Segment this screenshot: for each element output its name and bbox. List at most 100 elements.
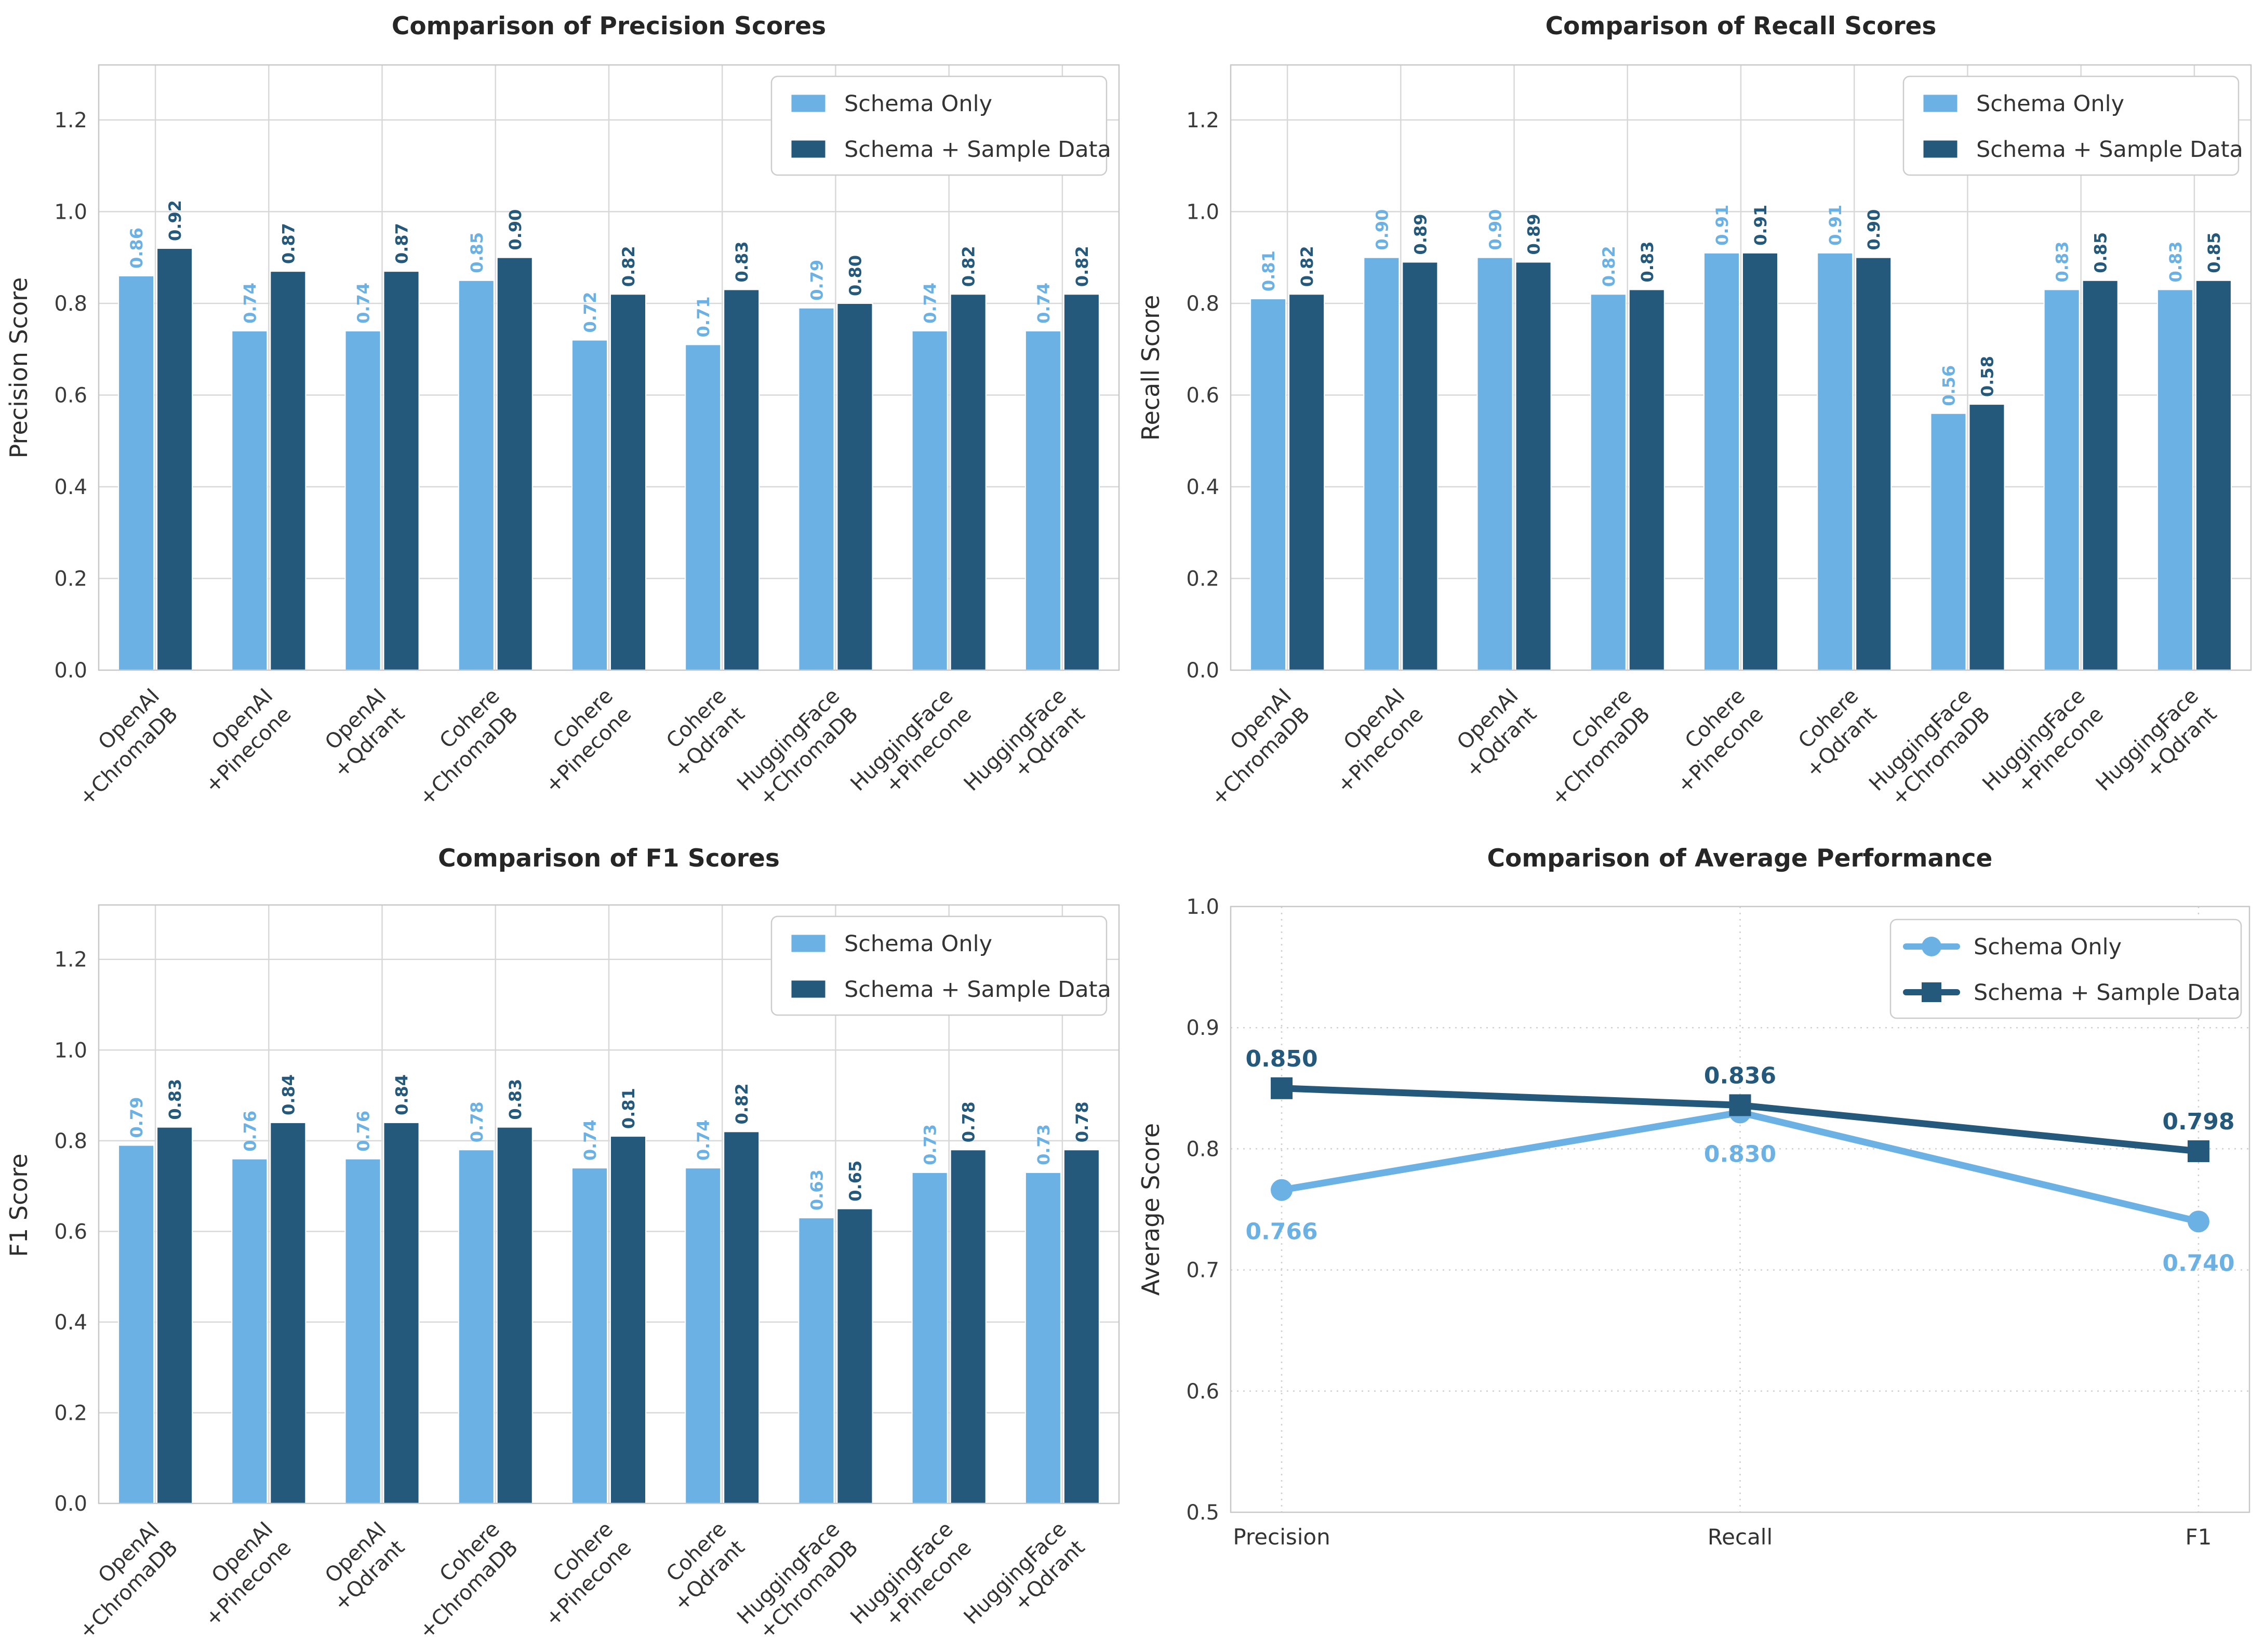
y-tick-label: 1.0 [54,200,87,224]
bar-value-label: 0.91 [1826,205,1845,246]
average-chart-body: 0.5 0.6 0.7 0.8 0.9 1.0 0.766 0.830 0.740 0.850 0.… [1186,895,2250,1550]
x-tick-label: Precision [1233,1524,1330,1550]
bar-value-label: 0.86 [127,228,147,269]
bar-schema-sample-6 [1968,404,2005,671]
x-tick-label: HuggingFace+Qdrant [960,1517,1090,1648]
y-tick-label: 0.8 [1186,1137,1219,1161]
subplot-average: Comparison of Average Performance Averag… [1132,826,2264,1652]
legend-marker-circle [1922,937,1941,956]
point-value-label: 0.740 [2162,1250,2234,1276]
x-tick-label: HuggingFace+ChromaDB [733,684,863,815]
bar-value-label: 0.82 [619,246,638,287]
bar-schema-sample-4 [1742,252,1778,671]
bar-value-label: 0.74 [240,283,260,324]
bar-schema-sample-7 [950,294,987,671]
point-value-label: 0.766 [1245,1219,1317,1245]
bar-schema-sample-2 [383,1122,420,1504]
legend-swatch [791,94,826,113]
bar-value-label: 0.74 [580,1120,600,1161]
marker-square [1729,1094,1751,1116]
bar-value-label: 0.83 [505,1079,525,1120]
subplot-f1: Comparison of F1 Scores F1 Score 0.0 0.2 0… [0,826,1132,1652]
bar-value-label: 0.87 [392,223,412,264]
plot-border [98,64,1120,671]
y-tick-label: 0.4 [1186,475,1219,499]
legend-marker-square [1922,982,1941,1002]
bar-schema-only-0 [118,275,155,671]
legend: Schema Only Schema + Sample Data [1902,75,2243,176]
marker-square [1271,1077,1293,1099]
x-tick-label: OpenAI+ChromaDB [56,684,183,811]
y-tick-label: 0.6 [54,383,87,407]
bar-value-label: 0.74 [694,1120,713,1161]
bar-value-label: 0.89 [1410,214,1430,255]
bar-value-label: 0.74 [921,283,940,324]
x-tick-label: HuggingFace+ChromaDB [1865,684,1995,815]
bar-schema-only-3 [1590,294,1627,671]
recall-y-axis-label: Recall Score [1137,295,1165,441]
y-tick-label: 0.2 [54,1401,87,1425]
bar-value-label: 0.87 [278,223,298,264]
bar-value-label: 0.79 [127,1097,147,1138]
bar-value-label: 0.91 [1712,205,1732,246]
x-tick-label: OpenAI+Qdrant [311,684,409,783]
bar-value-label: 0.78 [959,1101,979,1142]
marker-circle [1271,1179,1293,1201]
bar-value-label: 0.63 [807,1169,827,1210]
f1-y-axis-label: F1 Score [5,1153,33,1257]
subplot-precision: Comparison of Precision Scores Precision… [0,0,1132,826]
x-tick-label: F1 [2186,1524,2212,1550]
legend-label: Schema + Sample Data [1976,137,2243,163]
bar-value-label: 0.81 [619,1088,638,1129]
recall-chart: Comparison of Recall Scores Recall Score… [1137,12,2252,815]
bar-schema-only-6 [798,1217,835,1504]
legend-label: Schema Only [1976,91,2124,117]
average-performance-chart: Comparison of Average Performance Averag… [1137,844,2250,1550]
y-tick-label: 1.2 [54,109,87,132]
bar-value-label: 0.65 [845,1161,865,1202]
bar-value-label: 0.79 [807,260,827,301]
legend-swatch [1923,94,1958,113]
bar-schema-sample-0 [156,248,193,671]
bar-schema-only-5 [685,344,722,671]
point-value-label: 0.850 [1245,1046,1317,1072]
bar-value-label: 0.92 [165,200,185,241]
legend-box [770,915,1108,1016]
bar-schema-only-5 [685,1167,722,1504]
legend-label: Schema Only [844,91,992,117]
marker-circle [2187,1210,2209,1233]
y-tick-label: 0.6 [1186,1380,1219,1404]
x-tick-label: Cohere+Pinecone [1654,684,1768,798]
bar-value-label: 0.83 [165,1079,185,1120]
y-tick-label: 1.2 [54,948,87,972]
bar-value-label: 0.84 [278,1074,298,1115]
bar-value-label: 0.85 [2091,232,2111,273]
legend-box [770,75,1108,176]
bar-value-label: 0.71 [694,296,713,337]
bar-value-label: 0.76 [240,1111,260,1152]
bar-value-label: 0.74 [1034,283,1054,324]
bar-value-label: 0.72 [580,292,600,333]
bar-value-label: 0.74 [354,283,374,324]
legend: Schema Only Schema + Sample Data [770,75,1111,176]
bar-schema-only-8 [2156,289,2193,671]
bar-schema-only-7 [2043,289,2080,671]
bar-schema-only-6 [1930,412,1967,671]
y-tick-label: 0.7 [1186,1259,1219,1283]
bar-schema-only-1 [231,1158,268,1504]
bar-schema-sample-1 [270,271,307,671]
y-tick-label: 0.0 [54,659,87,683]
y-tick-label: 0.8 [54,1129,87,1153]
y-tick-label: 0.4 [54,1311,87,1335]
legend-label: Schema + Sample Data [844,977,1111,1003]
y-tick-label: 0.8 [54,292,87,316]
bar-schema-only-4 [571,1167,608,1504]
legend-swatch [791,980,826,998]
legend-swatch [791,934,826,953]
x-tick-label: Cohere+Qdrant [1783,684,1882,783]
y-tick-label: 0.0 [1186,659,1219,683]
bar-value-label: 0.83 [732,242,752,283]
plot-border [98,904,1120,1504]
x-tick-label: HuggingFace+ChromaDB [733,1517,863,1648]
